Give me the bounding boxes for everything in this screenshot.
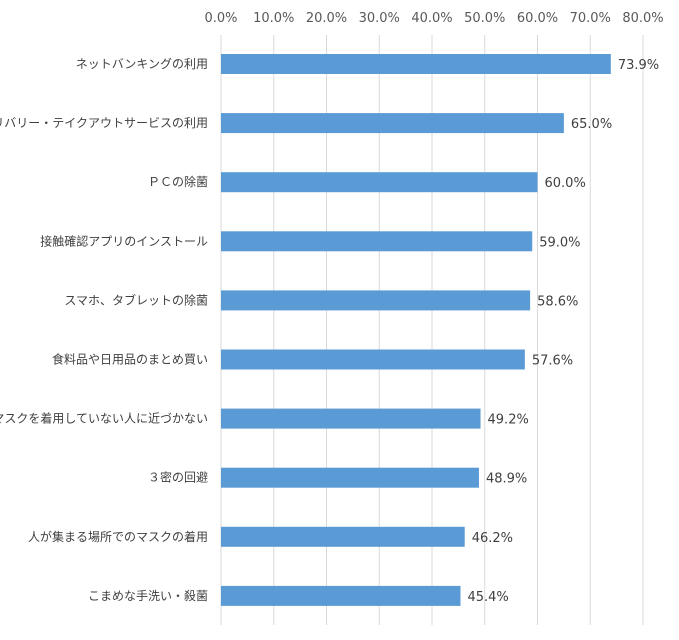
x-tick-label: 0.0% [204,11,237,26]
category-label: 食料品や日用品のまとめ買い [52,352,208,367]
category-label: こまめな手洗い・殺菌 [88,589,208,603]
category-label: デリバリー・テイクアウトサービスの利用 [0,115,208,130]
data-label: 73.9% [618,58,659,73]
bar-2 [221,172,538,193]
bar-1 [221,113,564,134]
x-tick-label: 20.0% [306,11,347,26]
category-label: ３密の回避 [148,470,208,485]
data-labels: 73.9% 65.0% 60.0% 59.0% 58.6% 57.6% 49.2% 48.9%… [467,58,659,605]
bar-3 [221,231,533,252]
bar-4 [221,290,531,311]
x-axis-tick-labels: 0.0% 10.0% 20.0% 30.0% 40.0% 50.0% 60.0% 70.0% 8… [204,11,663,26]
x-tick-label: 80.0% [622,11,663,26]
data-label: 65.0% [571,117,612,132]
bars [221,54,611,606]
category-label: 人が集まる場所でのマスクの着用 [28,529,208,544]
data-label: 57.6% [532,354,573,369]
data-label: 49.2% [488,413,529,428]
data-label: 45.4% [467,590,508,605]
data-label: 59.0% [539,235,580,250]
x-tick-label: 10.0% [253,11,294,26]
x-tick-label: 30.0% [359,11,400,26]
category-label: ＰＣの除菌 [148,174,208,189]
bar-5 [221,349,525,370]
grid-lines [220,35,644,625]
x-tick-label: 50.0% [464,11,505,26]
data-label: 48.9% [486,472,527,487]
data-label: 58.6% [537,294,578,309]
x-tick-label: 40.0% [411,11,452,26]
data-label: 60.0% [545,176,586,191]
bar-8 [221,526,465,547]
x-tick-label: 60.0% [517,11,558,26]
bar-6 [221,408,481,429]
bar-7 [221,467,479,488]
category-label: 接触確認アプリのインストール [40,233,208,248]
category-label: ネットバンキングの利用 [76,57,208,71]
x-tick-label: 70.0% [570,11,611,26]
category-label: マスクを着用していない人に近づかない [0,411,208,426]
data-label: 46.2% [472,531,513,546]
category-label: スマホ、タブレットの除菌 [64,292,208,307]
bar-0 [221,54,611,74]
bar-9 [221,585,461,606]
